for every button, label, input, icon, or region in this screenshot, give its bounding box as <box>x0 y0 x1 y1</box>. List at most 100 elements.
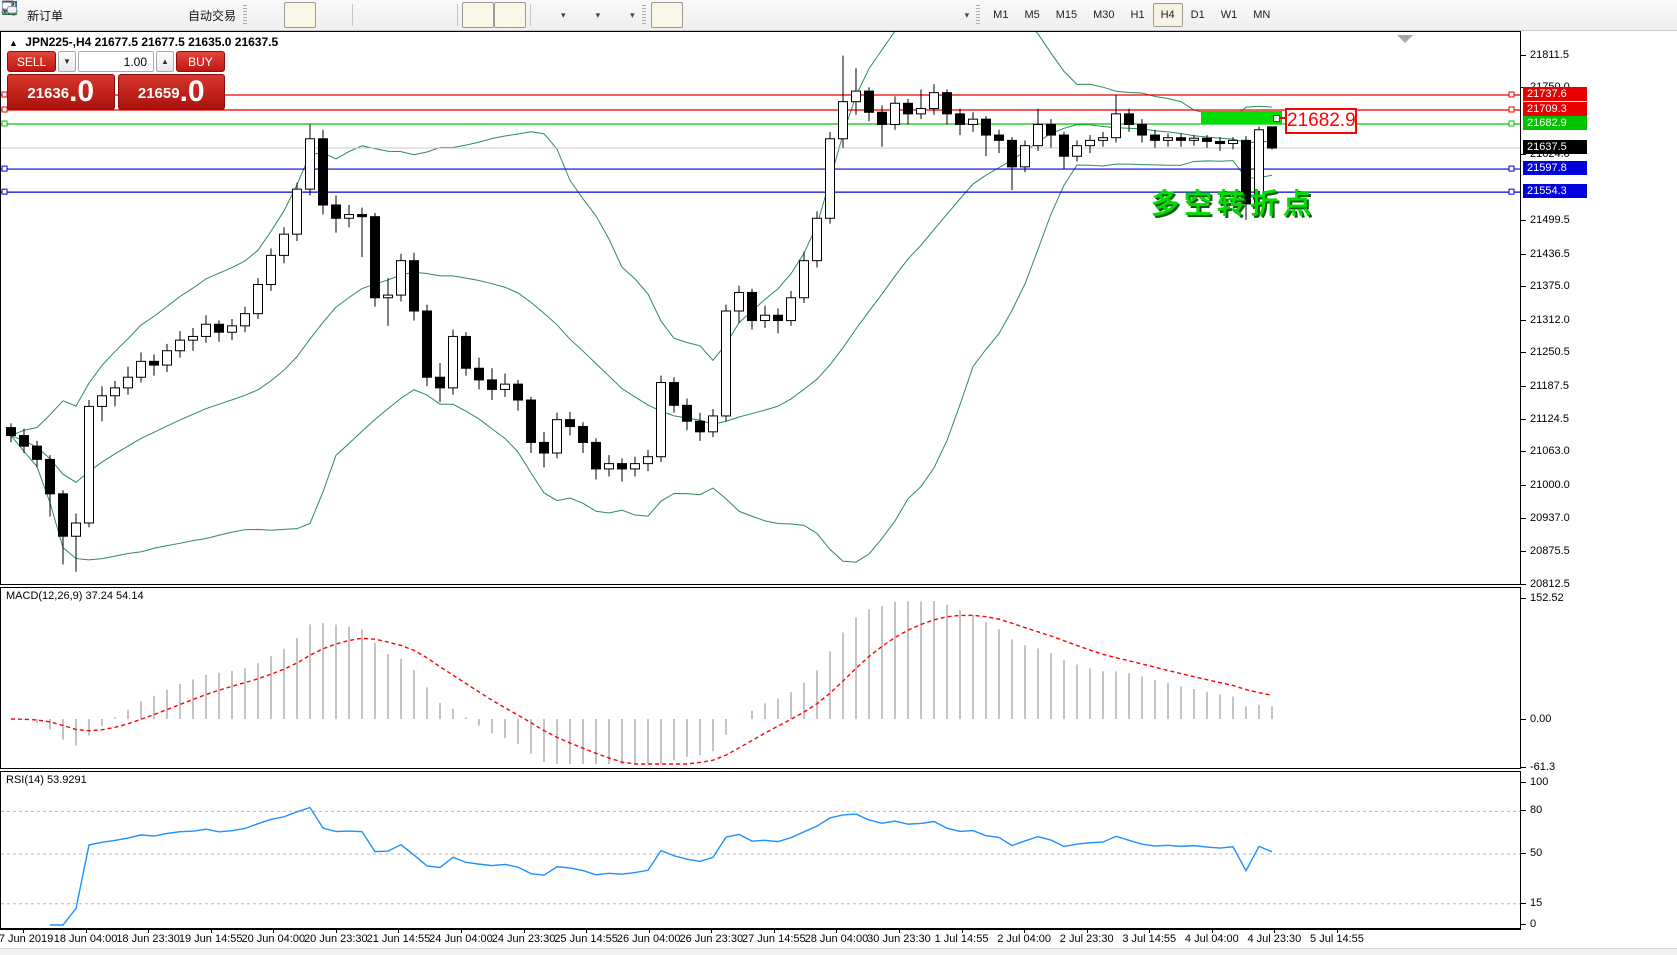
signals-button[interactable] <box>2 1 163 28</box>
timeframe-m5-button[interactable]: M5 <box>1024 9 1040 21</box>
time-tick-mark <box>961 929 963 933</box>
timeframe-w1-button[interactable]: W1 <box>1220 9 1238 21</box>
bearish-candle <box>669 382 679 406</box>
bearish-candle <box>539 441 549 454</box>
price-scale[interactable]: 21811.521750.021624.021499.521436.521375… <box>1521 31 1677 948</box>
line-handle-right[interactable] <box>1508 120 1515 127</box>
line-handle-left[interactable] <box>1 120 8 127</box>
macd-panel[interactable]: MACD(12,26,9) 37.24 54.14 <box>0 587 1521 769</box>
bearish-candle <box>422 310 432 378</box>
line-handle-left[interactable] <box>1 165 8 172</box>
horizontal-line-button[interactable] <box>3 2 779 28</box>
macd-tick: -61.3 <box>1530 761 1556 773</box>
turning-point-annotation[interactable]: 多空转折点 <box>1151 188 1317 219</box>
trendline-button[interactable] <box>3 2 811 28</box>
line-handle-right[interactable] <box>1508 106 1515 113</box>
bearish-candle <box>435 376 445 389</box>
search-button[interactable] <box>2 1 1621 28</box>
time-tick-mark <box>836 929 838 933</box>
collapse-arrow-icon[interactable]: ▲ <box>9 38 18 48</box>
arrows-button[interactable]: ▾ <box>2 2 974 28</box>
timeframe-m30-button[interactable]: M30 <box>1093 9 1115 21</box>
zoom-out-button[interactable] <box>2 1 421 28</box>
bullish-candle <box>201 323 211 337</box>
chart-window: ▲ JPN225-,H4 21677.5 21677.5 21635.0 216… <box>0 31 1677 955</box>
bollinger-upper-band <box>10 32 1273 437</box>
bearish-candle <box>942 92 952 115</box>
equidistant-channel-button[interactable]: E <box>2 2 843 28</box>
cursor-button[interactable] <box>6 1 683 28</box>
crosshair-button[interactable] <box>2 1 715 28</box>
periods-button[interactable]: ▾ <box>2 1 605 28</box>
line-chart-button[interactable] <box>2 2 348 28</box>
line-handle-left[interactable] <box>1 188 8 195</box>
volume-decrease-button[interactable]: ▼ <box>58 51 76 72</box>
line-handle-right[interactable] <box>1508 165 1515 172</box>
line-handle-right[interactable] <box>1508 188 1515 195</box>
bar-chart-button[interactable] <box>3 2 284 28</box>
zoom-in-button[interactable] <box>2 1 389 28</box>
auto-scroll-button[interactable] <box>3 2 495 28</box>
timeframe-h1-button[interactable]: H1 <box>1130 9 1145 21</box>
rsi-panel[interactable]: RSI(14) 53.9291 <box>0 771 1521 929</box>
bearish-candle <box>747 291 757 322</box>
timeframe-d1-button[interactable]: D1 <box>1190 9 1205 21</box>
toolbar-separator <box>352 4 354 26</box>
main-chart-panel[interactable]: ▲ JPN225-,H4 21677.5 21677.5 21635.0 216… <box>0 31 1521 585</box>
bullish-candle <box>240 313 250 327</box>
timeframe-m1-button[interactable]: M1 <box>993 9 1009 21</box>
chart-shift-button[interactable] <box>3 2 527 28</box>
time-tick-label: 20 Jun 23:30 <box>304 933 368 945</box>
bearish-candle <box>1059 134 1069 157</box>
autotrading-icon <box>2 3 185 23</box>
tile-windows-button[interactable] <box>2 1 453 28</box>
text-button[interactable]: A <box>5 2 907 28</box>
bullish-candle <box>292 188 302 235</box>
bullish-candle <box>799 260 809 299</box>
bearish-candle <box>617 463 627 470</box>
tick-mark <box>1521 386 1526 387</box>
time-tick-label: 18 Jun 04:00 <box>53 933 118 945</box>
text-label-button[interactable]: T <box>2 2 939 28</box>
price-callout-label[interactable]: 21682.9 <box>1285 108 1357 134</box>
price-tick: 21187.5 <box>1530 380 1569 392</box>
candlestick-chart-button[interactable] <box>3 1 317 28</box>
fibonacci-button[interactable]: F <box>3 2 875 28</box>
bearish-candle <box>773 314 783 322</box>
volume-increase-button[interactable]: ▲ <box>156 51 174 72</box>
bullish-candle <box>851 90 861 103</box>
price-level-label: 21709.3 <box>1523 102 1587 116</box>
highlight-zone[interactable] <box>1201 110 1282 124</box>
new-chart-button[interactable] <box>2 2 131 28</box>
sell-button[interactable]: SELL <box>7 51 57 72</box>
vertical-line-button[interactable] <box>8 2 747 28</box>
bearish-candle <box>682 404 692 422</box>
bullish-candle <box>916 108 926 115</box>
bullish-candle <box>266 254 276 286</box>
chart-scroll-marker-icon[interactable] <box>1397 35 1413 43</box>
macd-signal-line <box>10 614 1273 765</box>
one-click-trading-panel: SELL ▼ ▲ BUY 21636 .0 21659 .0 <box>7 51 225 110</box>
time-tick-label: 3 Jul 14:55 <box>1122 933 1177 945</box>
timeframe-m15-button[interactable]: M15 <box>1055 9 1078 21</box>
buy-price-panel[interactable]: 21659 .0 <box>117 74 225 110</box>
bullish-candle <box>175 339 185 352</box>
volume-input[interactable] <box>78 51 154 72</box>
line-handle-right[interactable] <box>1508 91 1515 98</box>
bullish-candle <box>344 214 354 219</box>
timeframe-h4-button[interactable]: H4 <box>1152 3 1183 27</box>
time-axis[interactable] <box>0 929 1521 949</box>
price-tick: 21312.0 <box>1530 314 1570 326</box>
layouts-button[interactable] <box>1 2 99 28</box>
buy-button[interactable]: BUY <box>175 51 225 72</box>
text-label-icon: T <box>2 2 932 23</box>
templates-button[interactable]: ▾ <box>2 2 639 28</box>
callout-anchor-handle[interactable] <box>1273 115 1280 122</box>
line-handle-left[interactable] <box>1 106 8 113</box>
indicators-button[interactable]: ▾ <box>2 2 570 28</box>
chat-button[interactable] <box>2 2 1665 28</box>
autotrading-button[interactable]: 自动交易 <box>2 2 240 28</box>
timeframe-mn-button[interactable]: MN <box>1253 9 1271 21</box>
sell-price-panel[interactable]: 21636 .0 <box>7 74 115 110</box>
time-tick-mark <box>398 929 400 933</box>
